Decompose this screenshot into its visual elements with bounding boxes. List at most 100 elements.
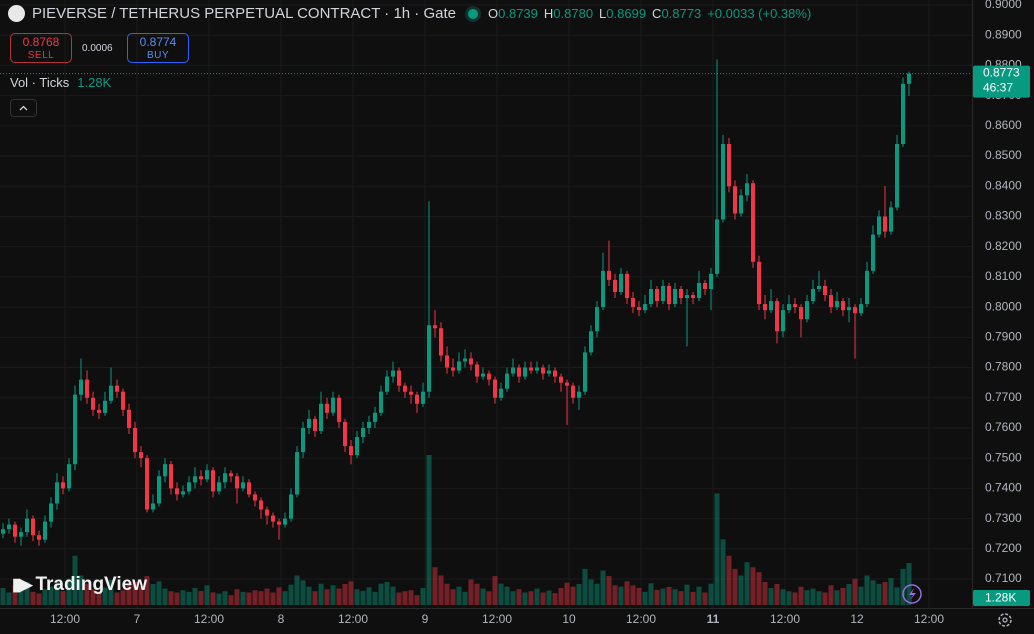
candle-body xyxy=(337,397,341,422)
volume-bar xyxy=(876,583,882,605)
volume-bar xyxy=(852,578,858,605)
candle-body xyxy=(505,373,509,389)
countdown-label: 46:37 xyxy=(983,81,1013,95)
volume-bar xyxy=(516,589,522,605)
x-tick-label: 12:00 xyxy=(626,612,656,626)
volume-bar xyxy=(342,583,348,605)
collapse-button[interactable] xyxy=(10,99,37,117)
candle-body xyxy=(433,325,437,329)
volume-bar xyxy=(804,590,810,605)
symbol-title[interactable]: PIEVERSE / TETHERUS PERPETUAL CONTRACT ·… xyxy=(32,5,456,22)
candle-body xyxy=(439,328,443,356)
candle-body xyxy=(511,367,515,374)
volume-bar xyxy=(654,589,660,605)
candle-body xyxy=(139,452,143,459)
candle-body xyxy=(757,261,761,305)
candle-body xyxy=(571,385,575,398)
buy-button[interactable]: 0.8774 BUY xyxy=(127,33,189,63)
buy-label: BUY xyxy=(146,50,170,61)
volume-bar xyxy=(426,455,432,605)
candle-body xyxy=(547,370,551,374)
volume-bar xyxy=(252,590,258,605)
volume-bar xyxy=(174,592,180,605)
volume-bar xyxy=(666,586,672,605)
candle-body xyxy=(685,295,689,299)
candle-body xyxy=(577,391,581,398)
settings-icon[interactable] xyxy=(998,613,1012,627)
volume-bar xyxy=(510,591,516,605)
volume-bar xyxy=(318,583,324,605)
y-tick-label: 0.8200 xyxy=(985,239,1022,253)
candle-body xyxy=(697,282,701,299)
volume-bar xyxy=(162,588,168,605)
x-tick-label: 10 xyxy=(562,612,576,626)
volume-bar xyxy=(432,567,438,605)
volume-bar xyxy=(438,575,444,605)
volume-bar xyxy=(714,493,720,605)
low-value: 0.8699 xyxy=(606,6,647,21)
alert-icon[interactable] xyxy=(902,584,922,604)
volume-bar xyxy=(186,591,192,605)
candle-body xyxy=(283,518,287,525)
volume-bar xyxy=(636,587,642,605)
candle-body xyxy=(397,370,401,386)
candle-body xyxy=(7,524,11,530)
volume-bar xyxy=(36,593,42,605)
volume-bar xyxy=(816,591,822,605)
volume-bar xyxy=(180,590,186,605)
volume-bar xyxy=(72,555,78,605)
volume-bar xyxy=(144,576,150,605)
sell-button[interactable]: 0.8768 SELL xyxy=(10,33,72,63)
volume-bar xyxy=(798,586,804,605)
candle-body xyxy=(907,73,911,84)
candle-body xyxy=(385,376,389,392)
volume-bar xyxy=(348,581,354,605)
volume-bar xyxy=(42,589,48,605)
candle-body xyxy=(391,370,395,377)
volume-bar xyxy=(540,592,546,605)
volume-bar xyxy=(96,591,102,605)
candle-body xyxy=(265,509,269,516)
volume-bar xyxy=(246,592,252,605)
volume-bar xyxy=(258,591,264,605)
candle-body xyxy=(493,379,497,398)
candle-body xyxy=(559,376,563,383)
volume-bar xyxy=(660,588,666,605)
y-tick-label: 0.9000 xyxy=(985,0,1022,11)
volume-bar xyxy=(228,595,234,605)
volume-bar xyxy=(84,583,90,605)
volume-bar xyxy=(822,592,828,605)
candle-body xyxy=(127,409,131,428)
volume-bar xyxy=(522,592,528,605)
volume-bar xyxy=(306,586,312,605)
candle-body xyxy=(379,391,383,413)
volume-bar xyxy=(762,582,768,605)
candle-body xyxy=(133,427,137,453)
candle-body xyxy=(67,464,71,489)
volume-bar xyxy=(582,568,588,605)
candle-body xyxy=(469,358,473,365)
volume-bar xyxy=(498,583,504,605)
volume-bar xyxy=(66,578,72,605)
volume-bar xyxy=(396,592,402,605)
volume-bar xyxy=(48,586,54,605)
x-tick-label: 12 xyxy=(850,612,864,626)
candle-body xyxy=(793,304,797,308)
candle-body xyxy=(241,482,245,489)
sell-label: SELL xyxy=(27,50,55,61)
volume-bar xyxy=(828,585,834,605)
volume-bar xyxy=(372,591,378,605)
candle-body xyxy=(541,367,545,374)
candle-body xyxy=(805,301,809,320)
volume-bar xyxy=(336,588,342,605)
volume-bar xyxy=(78,575,84,605)
candle-body xyxy=(739,195,743,214)
volume-bar xyxy=(834,590,840,605)
candle-body xyxy=(853,307,857,314)
logo-icon: ▮▶ xyxy=(12,575,32,594)
candle-body xyxy=(715,219,719,274)
candle-body xyxy=(859,304,863,314)
volume-bar xyxy=(720,539,726,605)
candle-body xyxy=(373,412,377,422)
candle-body xyxy=(847,307,851,311)
